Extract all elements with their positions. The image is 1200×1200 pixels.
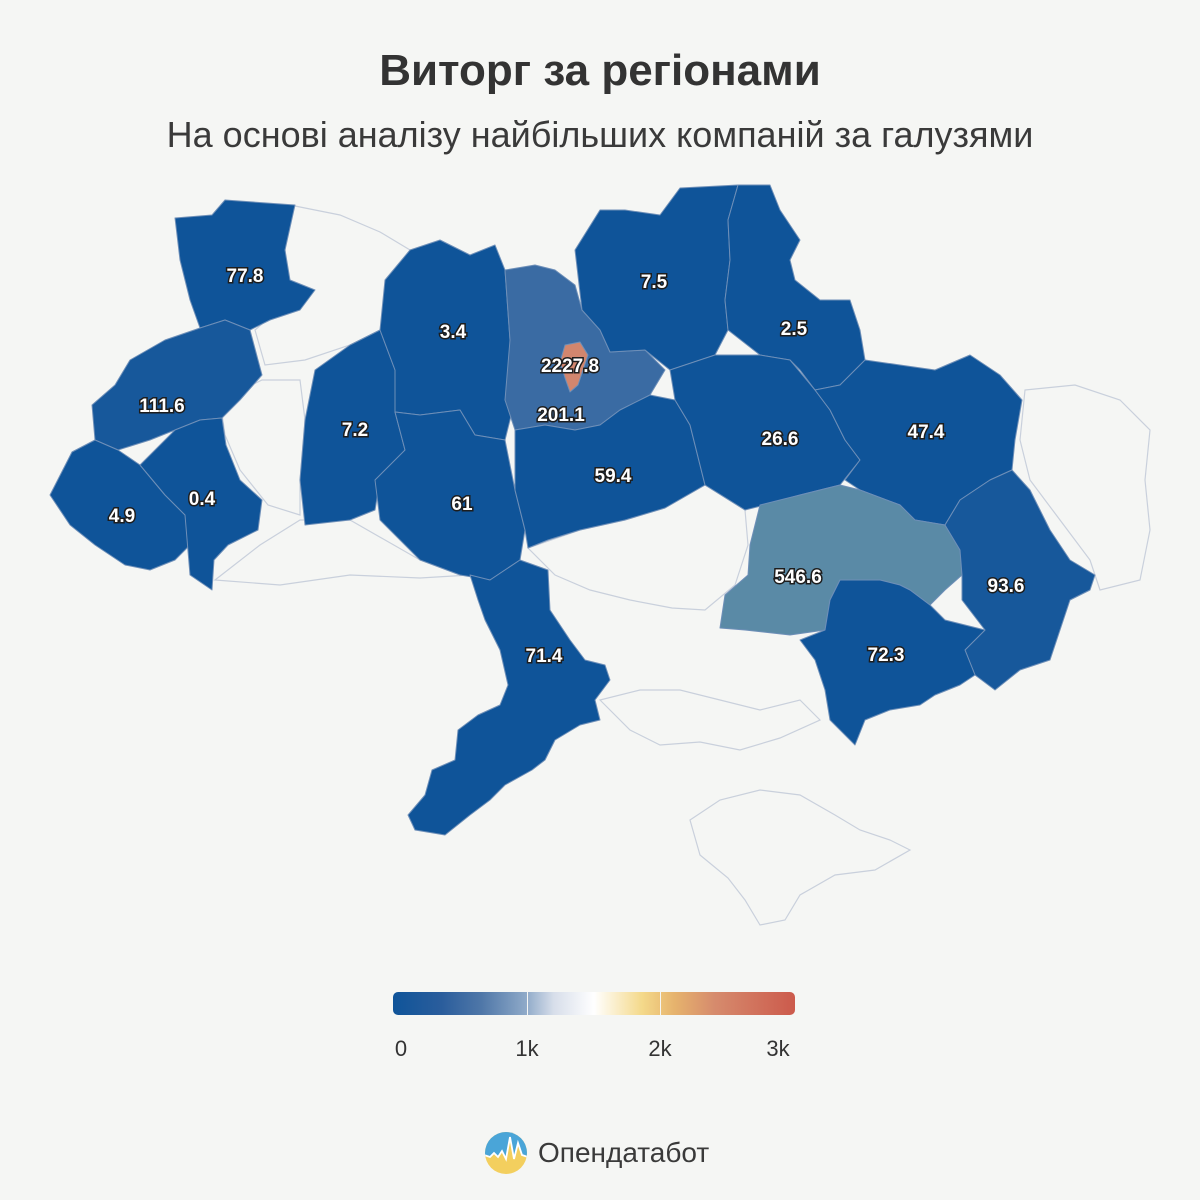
region-77.8: [174, 199, 316, 331]
legend-tick-label: 1k: [515, 1036, 539, 1061]
region-label: 7.2: [342, 420, 368, 441]
region-111.6: [91, 319, 263, 451]
legend-tick-mark: [527, 992, 528, 1015]
region-label: 111.6: [139, 396, 184, 417]
region-201.1: [504, 264, 666, 431]
region-71.4: [407, 559, 611, 836]
region-label: 72.3: [868, 645, 905, 666]
legend-tick-label: 2k: [648, 1036, 672, 1061]
color-scale-legend: [393, 992, 795, 1015]
legend-tick-label: 0: [394, 1036, 408, 1061]
region-2227.8: [559, 341, 589, 393]
region-93.6: [944, 469, 1096, 691]
region-72.3: [799, 579, 986, 746]
chart-title: Виторг за регіонами: [379, 46, 821, 95]
region-label: 546.6: [774, 567, 822, 588]
regions: [49, 184, 1096, 836]
brand-logo-icon: [485, 1132, 527, 1174]
region-label: 26.6: [762, 429, 799, 450]
region-label: 7.5: [641, 272, 668, 293]
legend-tick-mark: [660, 992, 661, 1015]
region-4.9: [49, 439, 196, 571]
brand-name: Опендатабот: [538, 1137, 710, 1168]
region-label: 2227.8: [541, 356, 599, 377]
region-label: 0.4: [189, 489, 216, 510]
region-label: 4.9: [109, 506, 135, 527]
region-label: 3.4: [440, 322, 467, 343]
legend-tick-label: 3k: [766, 1036, 790, 1061]
region-label: 61: [451, 494, 473, 515]
region-label: 2.5: [781, 319, 808, 340]
region-label: 47.4: [908, 422, 945, 443]
region-label: 93.6: [988, 576, 1025, 597]
brand: Опендатабот: [484, 1130, 709, 1176]
chart-subtitle: На основі аналізу найбільших компаній за…: [166, 114, 1034, 155]
region-label: 71.4: [526, 646, 563, 667]
region-0.4: [139, 417, 263, 591]
region-label: 201.1: [537, 405, 585, 426]
region-label: 77.8: [227, 266, 264, 287]
region-label: 59.4: [595, 466, 632, 487]
region-value-labels: 77.8 111.6 4.9 0.4 7.2 3.4 61 2227.8 201…: [107, 265, 1026, 669]
